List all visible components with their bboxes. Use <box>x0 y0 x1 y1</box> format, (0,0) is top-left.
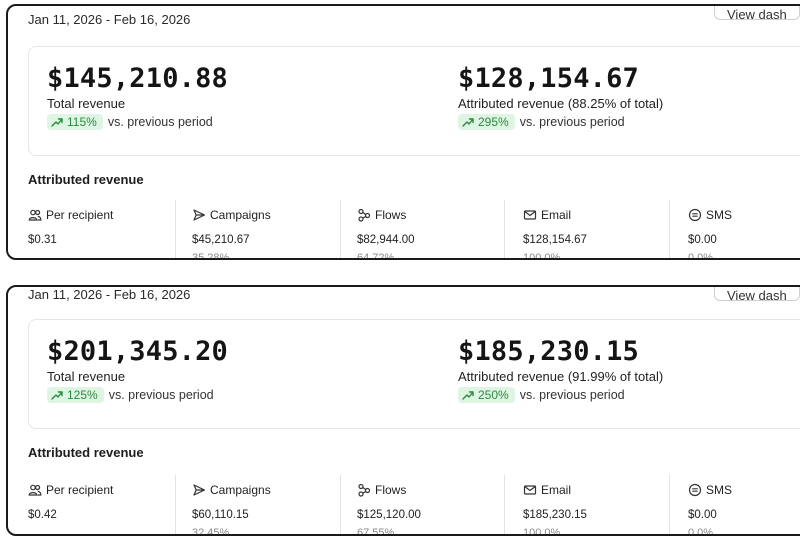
attributed-revenue-change: 250% vs. previous period <box>458 387 663 403</box>
change-percent: 250% <box>478 388 509 402</box>
section-title: Attributed revenue <box>28 172 144 187</box>
channel-label: Campaigns <box>210 483 271 497</box>
channel-value: $0.00 <box>688 234 717 246</box>
revenue-summary: $201,345.20 Total revenue 125% vs. previ… <box>28 319 800 429</box>
flows-icon <box>357 483 371 497</box>
channel-label: Email <box>541 483 572 497</box>
total-revenue-label: Total revenue <box>47 96 126 111</box>
view-dashboard-button[interactable]: View dash <box>714 287 800 301</box>
total-revenue-amount: $145,210.88 <box>47 63 229 94</box>
change-badge: 250% <box>458 387 515 403</box>
channel-label: Per recipient <box>46 483 114 497</box>
channel-value: $60,110.15 <box>192 509 249 521</box>
sms-icon <box>688 483 702 497</box>
channel-flows: Flows $82,944.00 64.72% <box>340 200 504 260</box>
channel-share: 64.72% <box>357 252 395 260</box>
change-percent: 295% <box>478 115 509 129</box>
change-badge: 295% <box>458 114 515 130</box>
channel-per-recipient: Per recipient $0.42 <box>28 475 188 534</box>
total-revenue-change: 125% vs. previous period <box>47 387 228 403</box>
revenue-panel-2: Jan 11, 2026 - Feb 16, 2026 View dash $2… <box>6 285 800 536</box>
channel-label: Per recipient <box>46 208 114 222</box>
view-dashboard-button[interactable]: View dash <box>714 6 800 20</box>
attributed-revenue-metric: $185,230.15 Attributed revenue (91.99% o… <box>458 336 663 403</box>
change-badge: 125% <box>47 387 104 403</box>
channel-value: $82,944.00 <box>357 234 415 246</box>
channel-value: $0.00 <box>688 509 717 521</box>
channel-sms: SMS $0.00 0.0% <box>669 200 800 260</box>
total-revenue-label: Total revenue <box>47 369 126 384</box>
change-suffix: vs. previous period <box>108 388 214 402</box>
channel-share: 0.0% <box>688 527 714 536</box>
revenue-summary: $145,210.88 Total revenue 115% vs. previ… <box>28 46 800 156</box>
channel-share: 67.55% <box>357 527 395 536</box>
channel-value: $0.31 <box>28 234 57 246</box>
channel-sms: SMS $0.00 0.0% <box>669 475 800 536</box>
channel-share: 100.0% <box>523 252 561 260</box>
attributed-revenue-amount: $128,154.67 <box>458 63 640 94</box>
channel-email: Email $185,230.15 100.0% <box>504 475 669 536</box>
channel-label: Campaigns <box>210 208 271 222</box>
trend-up-icon <box>462 118 474 127</box>
channel-value: $185,230.15 <box>523 509 587 521</box>
change-percent: 125% <box>67 388 98 402</box>
change-suffix: vs. previous period <box>107 115 213 129</box>
sms-icon <box>688 208 702 222</box>
channel-share: 0.0% <box>688 252 714 260</box>
channel-label: SMS <box>706 483 733 497</box>
total-revenue-amount: $201,345.20 <box>47 336 229 367</box>
channel-value: $45,210.67 <box>192 234 250 246</box>
change-suffix: vs. previous period <box>519 388 625 402</box>
channel-label: Flows <box>375 483 407 497</box>
date-range: Jan 11, 2026 - Feb 16, 2026 <box>28 12 191 27</box>
mail-icon <box>523 483 537 497</box>
trend-up-icon <box>462 391 474 400</box>
channel-flows: Flows $125,120.00 67.55% <box>340 475 504 536</box>
channel-value: $0.42 <box>28 509 57 521</box>
attributed-revenue-label: Attributed revenue (88.25% of total) <box>458 96 664 111</box>
channel-share: 32.45% <box>192 527 230 536</box>
channel-value: $125,120.00 <box>357 509 421 521</box>
channel-email: Email $128,154.67 100.0% <box>504 200 669 260</box>
change-badge: 115% <box>47 114 103 130</box>
total-revenue-metric: $145,210.88 Total revenue 115% vs. previ… <box>47 63 228 130</box>
trend-up-icon <box>51 118 63 127</box>
channel-share: 35.28% <box>192 252 230 260</box>
channel-label: Email <box>541 208 572 222</box>
attributed-revenue-metric: $128,154.67 Attributed revenue (88.25% o… <box>458 63 663 130</box>
people-icon <box>28 483 42 497</box>
channel-breakdown: Per recipient $0.42 Campaigns $60,110.15… <box>28 475 800 536</box>
send-icon <box>192 483 206 497</box>
revenue-panel-1: Jan 11, 2026 - Feb 16, 2026 View dash $1… <box>6 4 800 260</box>
channel-campaigns: Campaigns $60,110.15 32.45% <box>175 475 340 536</box>
attributed-revenue-label: Attributed revenue (91.99% of total) <box>458 369 664 384</box>
date-range: Jan 11, 2026 - Feb 16, 2026 <box>28 287 191 302</box>
send-icon <box>192 208 206 222</box>
channel-per-recipient: Per recipient $0.31 <box>28 200 188 258</box>
change-percent: 115% <box>67 115 97 129</box>
section-title: Attributed revenue <box>28 445 144 460</box>
attributed-revenue-amount: $185,230.15 <box>458 336 640 367</box>
channel-breakdown: Per recipient $0.31 Campaigns $45,210.67… <box>28 200 800 260</box>
total-revenue-change: 115% vs. previous period <box>47 114 228 130</box>
total-revenue-metric: $201,345.20 Total revenue 125% vs. previ… <box>47 336 228 403</box>
trend-up-icon <box>51 391 63 400</box>
channel-value: $128,154.67 <box>523 234 587 246</box>
change-suffix: vs. previous period <box>519 115 625 129</box>
channel-label: Flows <box>375 208 407 222</box>
channel-label: SMS <box>706 208 733 222</box>
attributed-revenue-change: 295% vs. previous period <box>458 114 663 130</box>
flows-icon <box>357 208 371 222</box>
mail-icon <box>523 208 537 222</box>
channel-campaigns: Campaigns $45,210.67 35.28% <box>175 200 340 260</box>
channel-share: 100.0% <box>523 527 561 536</box>
people-icon <box>28 208 42 222</box>
